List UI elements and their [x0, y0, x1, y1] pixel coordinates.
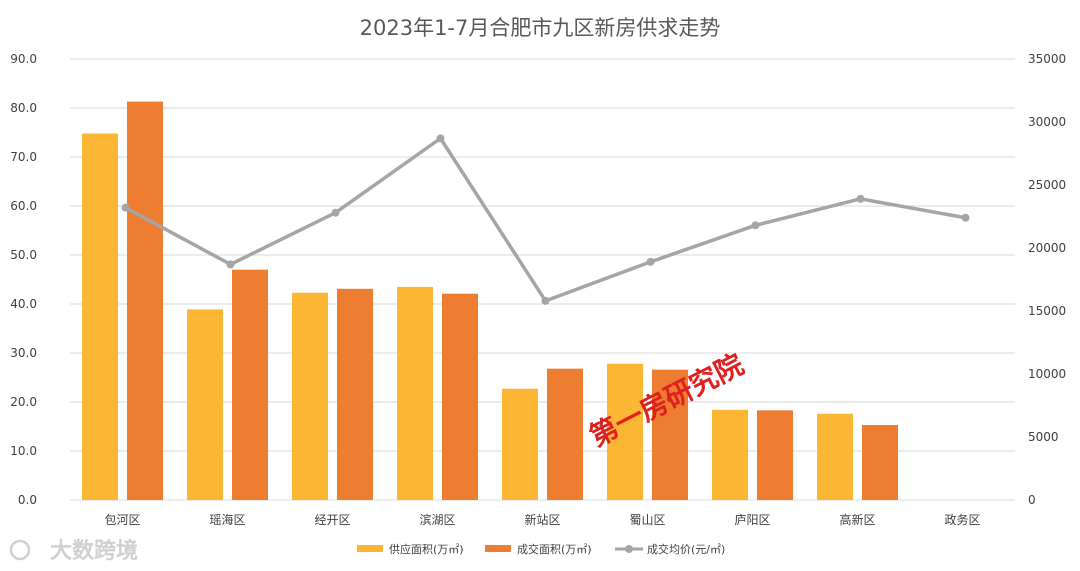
right-tick-label: 15000 [1028, 304, 1066, 318]
legend-marker [625, 545, 633, 553]
left-tick-label: 80.0 [10, 101, 37, 115]
legend-swatch [357, 545, 383, 552]
right-tick-label: 10000 [1028, 367, 1066, 381]
left-tick-label: 90.0 [10, 52, 37, 66]
bar-supply [502, 388, 538, 500]
bar-supply [397, 286, 433, 500]
left-tick-label: 0.0 [18, 493, 37, 507]
right-tick-label: 5000 [1028, 430, 1059, 444]
bar-supply [82, 133, 118, 501]
logo-icon [9, 539, 31, 561]
bar-transaction [757, 410, 793, 500]
category-label: 政务区 [944, 512, 980, 527]
bar-transaction [862, 425, 898, 500]
price-point [856, 194, 865, 203]
price-point [646, 257, 655, 266]
price-point [751, 221, 760, 230]
left-tick-label: 60.0 [10, 199, 37, 213]
right-tick-label: 25000 [1028, 178, 1066, 192]
category-label: 包河区 [104, 513, 140, 527]
left-tick-label: 50.0 [10, 248, 37, 262]
legend: 供应面积(万㎡) 成交面积(万㎡) 成交均价(元/㎡) [357, 542, 725, 556]
right-axis: 0 5000 10000 15000 20000 25000 30000 35000 [1028, 52, 1066, 507]
price-point [961, 213, 970, 222]
bar-transaction [442, 293, 478, 500]
bar-transaction [652, 369, 688, 500]
left-tick-label: 40.0 [10, 297, 37, 311]
bars [82, 101, 898, 501]
legend-label: 供应面积(万㎡) [389, 542, 464, 556]
bar-transaction [232, 269, 268, 500]
price-point [541, 296, 550, 305]
legend-label: 成交面积(万㎡) [517, 542, 592, 556]
price-point [436, 134, 445, 143]
left-tick-label: 10.0 [10, 444, 37, 458]
gridlines [70, 58, 1015, 501]
left-axis: 0.0 10.0 20.0 30.0 40.0 50.0 60.0 70.0 80.0 90.0 [10, 52, 37, 507]
category-axis: 包河区 瑶海区 经开区 滨湖区 新站区 蜀山区 庐阳区 高新区 政务区 [104, 512, 980, 527]
bar-supply [292, 292, 328, 500]
right-tick-label: 20000 [1028, 241, 1066, 255]
bar-supply [607, 363, 643, 500]
chart-title: 2023年1-7月合肥市九区新房供求走势 [360, 16, 721, 40]
category-label: 新站区 [524, 512, 560, 527]
bar-supply [817, 413, 853, 500]
bar-supply [712, 409, 748, 500]
price-point [121, 203, 130, 212]
category-label: 瑶海区 [209, 512, 245, 527]
price-point [331, 208, 340, 217]
category-label: 经开区 [314, 513, 350, 527]
bar-transaction [547, 368, 583, 500]
bar-supply [187, 309, 223, 500]
left-tick-label: 30.0 [10, 346, 37, 360]
category-label: 滨湖区 [419, 512, 455, 527]
right-tick-label: 35000 [1028, 52, 1066, 66]
bar-transaction [127, 101, 163, 500]
left-tick-label: 70.0 [10, 150, 37, 164]
right-tick-label: 0 [1028, 493, 1036, 507]
price-point [226, 260, 235, 269]
logo-watermark: 大数跨境 [9, 538, 138, 564]
category-label: 蜀山区 [629, 513, 665, 527]
legend-swatch [485, 545, 511, 552]
legend-label: 成交均价(元/㎡) [647, 542, 725, 556]
left-tick-label: 20.0 [10, 395, 37, 409]
category-label: 庐阳区 [734, 512, 770, 527]
price-line [121, 134, 970, 305]
logo-text: 大数跨境 [50, 538, 138, 564]
category-label: 高新区 [839, 512, 875, 527]
bar-transaction [337, 288, 373, 500]
right-tick-label: 30000 [1028, 115, 1066, 129]
